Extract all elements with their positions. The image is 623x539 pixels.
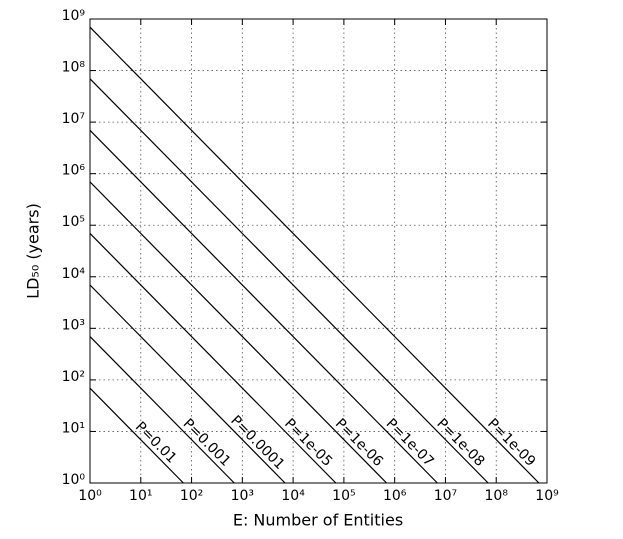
plot-frame	[89, 18, 548, 484]
x-tick-label: 10⁹	[535, 488, 559, 504]
line	[89, 181, 388, 484]
y-tick-label: 10¹	[62, 420, 85, 436]
y-tick-label: 10⁶	[62, 163, 86, 179]
x-tick-label: 10⁴	[281, 488, 305, 504]
line-label: P=1e-08	[433, 416, 487, 470]
x-tick-label: 10⁷	[434, 488, 457, 504]
y-tick-label: 10⁰	[62, 472, 86, 488]
y-axis-label: LD₅₀ (years)	[24, 203, 43, 299]
line	[89, 129, 438, 484]
x-tick-label: 10⁶	[383, 488, 407, 504]
y-tick-label: 10⁷	[62, 111, 85, 127]
x-tick-label: 10²	[180, 488, 203, 504]
y-tick-label: 10⁸	[62, 60, 86, 76]
line-label: P=0.001	[180, 416, 234, 470]
line-label: P=0.01	[132, 419, 180, 467]
line	[89, 336, 235, 484]
line-label: P=1e-05	[281, 416, 335, 470]
x-tick-label: 10³	[231, 488, 254, 504]
y-tick-label: 10²	[62, 369, 85, 385]
line	[89, 78, 489, 484]
y-tick-label: 10⁴	[62, 266, 86, 282]
y-tick-label: 10⁹	[62, 8, 86, 24]
line	[89, 387, 184, 484]
line	[89, 284, 286, 484]
y-tick-label: 10⁵	[62, 214, 85, 230]
x-tick-label: 10⁵	[332, 488, 355, 504]
line-label: P=0.0001	[227, 413, 287, 473]
line	[89, 233, 337, 484]
x-axis-label: E: Number of Entities	[233, 511, 403, 530]
x-tick-label: 10¹	[129, 488, 152, 504]
line-label: P=1e-06	[332, 416, 386, 470]
x-tick-label: 10⁰	[78, 488, 102, 504]
x-tick-label: 10⁸	[485, 488, 509, 504]
y-tick-label: 10³	[62, 317, 85, 333]
line-label: P=1e-07	[383, 416, 437, 470]
line	[89, 26, 540, 484]
line-label: P=1e-09	[484, 416, 538, 470]
